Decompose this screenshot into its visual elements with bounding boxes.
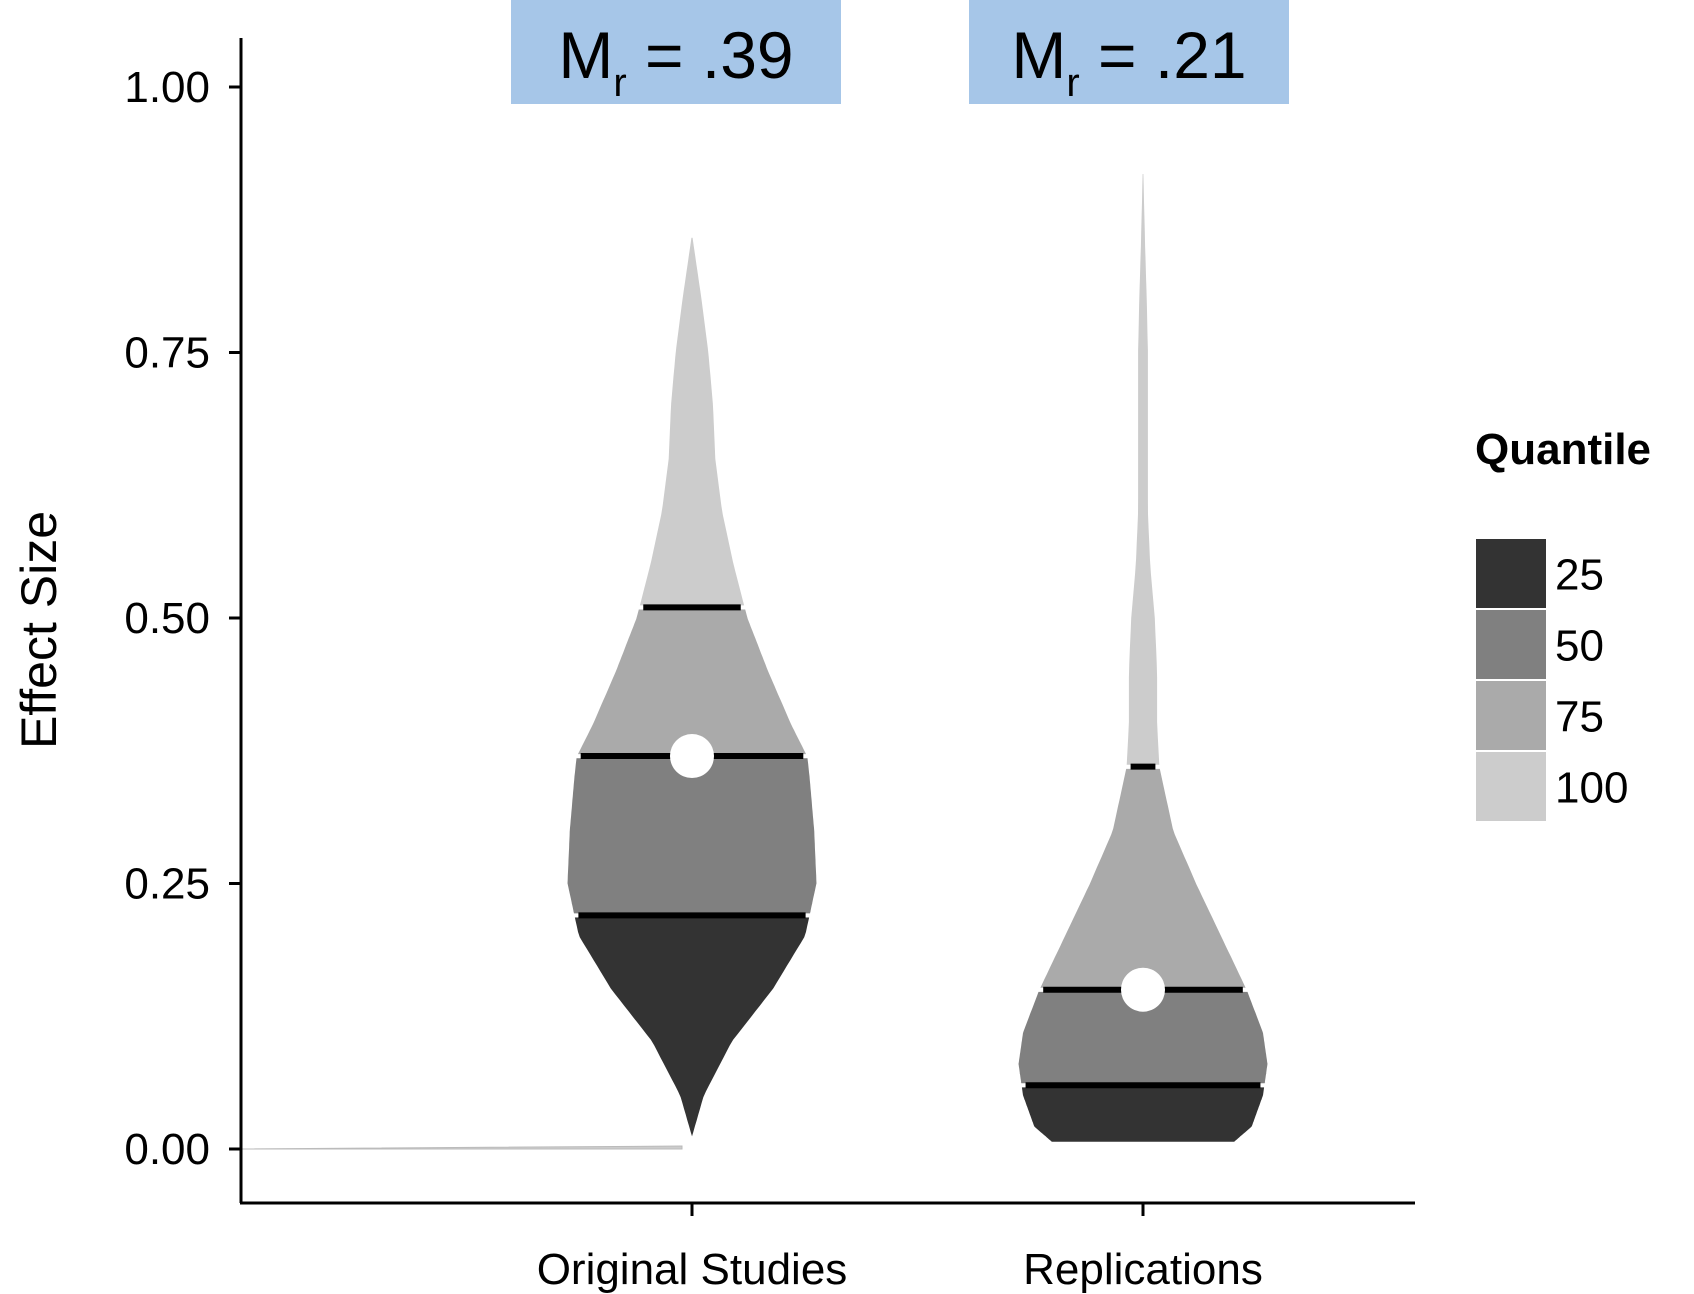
- violin-0-quantile-75: [571, 605, 813, 759]
- y-tick-label-2: 0.50: [124, 594, 210, 643]
- violin-0-mean-point: [670, 734, 714, 779]
- x-tick-label-1: Replications: [1023, 1245, 1263, 1294]
- y-tick-label-0: 0.00: [124, 1125, 210, 1174]
- legend-key-75: [1474, 679, 1548, 752]
- y-axis-title: Effect Size: [11, 511, 67, 749]
- legend-key-50: [1474, 608, 1548, 681]
- y-ticks: 0.00 0.25 0.50 0.75 1.00: [124, 63, 241, 1174]
- legend-label-50: 50: [1555, 622, 1604, 671]
- mean-label-box-0: [511, 0, 841, 104]
- legend-key-100: [1474, 750, 1548, 823]
- violin-0-quantile-50: [563, 754, 821, 918]
- x-tick-label-0: Original Studies: [537, 1245, 848, 1294]
- axes: [239, 38, 1415, 1205]
- violin-1-quantile-75: [1034, 764, 1252, 992]
- y-tick-label-1: 0.25: [124, 860, 210, 909]
- violin-1-quantile-100: [1122, 170, 1164, 769]
- legend-label-100: 100: [1555, 764, 1628, 813]
- violin-1: [1014, 170, 1272, 1146]
- plot-area: [240, 170, 1272, 1152]
- legend: Quantile 25 50 75 100: [1474, 425, 1651, 823]
- violin-0-quantile-100: [634, 233, 750, 610]
- violin-1-quantile-25: [1017, 1083, 1269, 1146]
- y-tick-label-4: 1.00: [124, 63, 210, 112]
- violin-0-quantile-25: [569, 913, 815, 1152]
- mean-label-1: Mr = .21: [1011, 18, 1246, 105]
- legend-label-25: 25: [1555, 551, 1604, 600]
- y-tick-label-3: 0.75: [124, 329, 210, 378]
- legend-label-75: 75: [1555, 693, 1604, 742]
- mean-label-box-1: [969, 0, 1289, 104]
- violin-0-left-tail: [240, 1145, 683, 1150]
- mean-labels: Mr = .39 Mr = .21: [511, 0, 1289, 105]
- x-ticks: Original Studies Replications: [537, 1203, 1263, 1294]
- violin-1-mean-point: [1121, 967, 1165, 1012]
- legend-key-25: [1474, 537, 1548, 610]
- violin-0: [563, 233, 821, 1152]
- mean-label-0: Mr = .39: [558, 18, 793, 105]
- legend-title: Quantile: [1475, 425, 1651, 474]
